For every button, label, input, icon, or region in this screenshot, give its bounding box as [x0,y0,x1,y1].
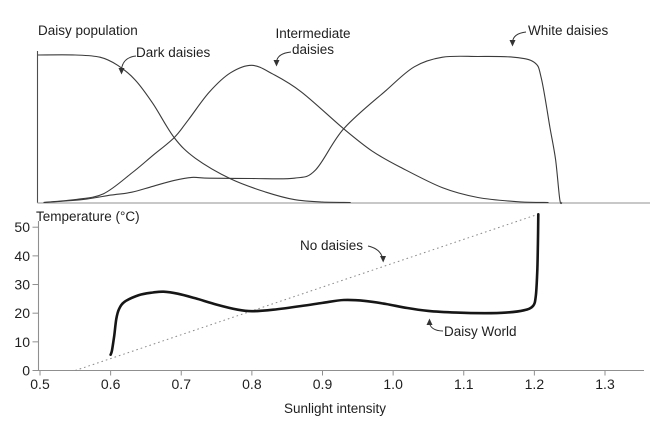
y-tick-label: 20 [14,305,30,321]
x-tick-label: 1.0 [383,376,403,392]
tick-labels: 0 10 20 30 40 50 0.5 0.6 0.7 0.8 0.9 1.0 1.1 1.2 1.3 [14,219,615,392]
x-tick-label: 0.9 [313,376,333,392]
population-chart-curves [37,54,563,205]
intermediate-daisies-annotation: Intermediate daisies [275,26,351,57]
x-tick-label: 1.2 [525,376,545,392]
temperature-chart-curves [75,213,540,371]
x-axis-label: Sunlight intensity [283,401,387,416]
no-daisies-arrowhead [380,256,386,263]
white-daisies-arrowhead [509,40,516,47]
x-tick-label: 1.3 [595,376,615,392]
series-daisy-world [109,213,540,356]
dark-daisies-arrowhead [118,68,125,75]
temperature-chart-title: Temperature (°C) [36,209,140,224]
white-daisies-annotation: White daisies [528,23,609,38]
series-no-daisies [75,213,539,371]
y-tick-label: 0 [22,363,30,379]
series-white-daisies [43,55,563,205]
population-chart-title: Daisy population [38,23,138,38]
daisy-world-annotation: Daisy World [444,324,517,339]
y-tick-label: 10 [14,334,30,350]
intermediate-daisies-arrowhead [273,60,280,67]
y-tick-label: 40 [14,248,30,264]
series-dark-daisies [37,54,351,204]
x-tick-label: 0.5 [30,376,50,392]
daisy-world-arrowhead [426,318,433,325]
x-tick-label: 0.7 [172,376,192,392]
no-daisies-annotation: No daisies [300,238,364,253]
annotation-arrows [118,31,527,332]
x-tick-label: 0.8 [242,376,262,392]
y-tick-label: 50 [14,219,30,235]
dark-daisies-arrow [121,55,137,71]
series-intermediate-daisies [43,64,549,204]
y-tick-label: 30 [14,277,30,293]
x-tick-label: 0.6 [101,376,121,392]
x-tick-label: 1.1 [454,376,474,392]
dark-daisies-annotation: Dark daisies [136,45,211,60]
